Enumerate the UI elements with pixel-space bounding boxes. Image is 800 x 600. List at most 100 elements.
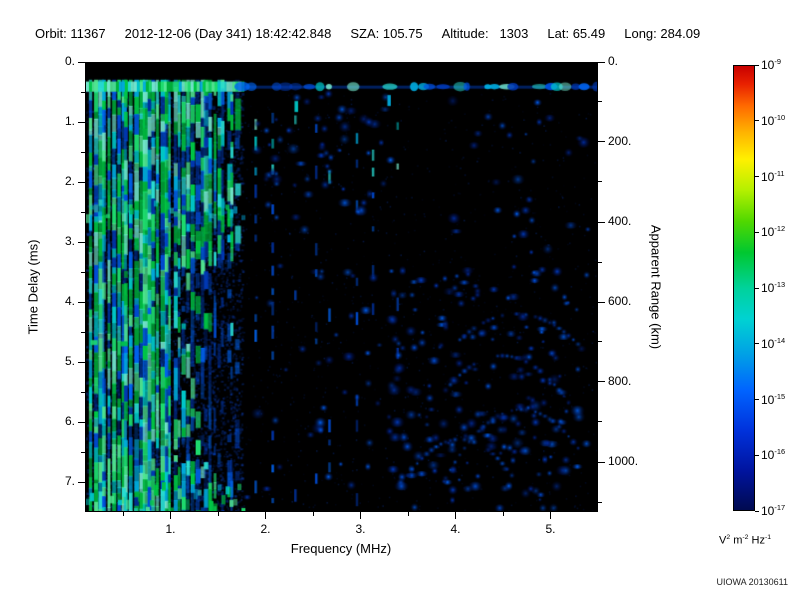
x-axis-tick-label: 3.	[355, 522, 366, 536]
range-axis-tick	[598, 141, 605, 143]
altitude-label: Altitude:	[441, 26, 489, 41]
y-axis-minor-tick	[81, 151, 85, 153]
colorbar-tick-label: 10-14	[761, 335, 786, 351]
range-axis-tick-label: 800.	[608, 373, 632, 388]
y-axis-tick-label: 5.	[64, 354, 75, 368]
range-axis-minor-tick	[598, 261, 602, 263]
x-axis-minor-tick	[407, 512, 409, 516]
lat-value: 65.49	[572, 26, 606, 41]
x-axis-tick-label: 2.	[260, 522, 271, 536]
x-axis-tick-label: 1.	[165, 522, 176, 536]
y-axis-tick-label: 0.	[64, 54, 75, 68]
colorbar-tick	[755, 287, 759, 289]
lat-field: Lat: 65.49	[547, 26, 605, 41]
y-axis-minor-tick	[81, 271, 85, 273]
sza-field: SZA: 105.75	[350, 26, 422, 41]
sza-value: 105.75	[382, 26, 423, 41]
colorbar-tick	[755, 510, 759, 512]
y-axis-tick	[78, 301, 85, 303]
colorbar-tick-label: 10-9	[761, 57, 781, 72]
spectrogram-canvas	[86, 63, 597, 511]
colorbar-tick	[755, 454, 759, 456]
y-axis-tick-label: 2.	[64, 174, 75, 188]
range-axis-tick	[598, 61, 605, 63]
colorbar-tick	[755, 399, 759, 400]
sza-label: SZA:	[350, 26, 380, 41]
y-axis-tick	[78, 421, 85, 423]
header-info: Orbit: 11367 2012-12-06 (Day 341) 18:42:4…	[35, 26, 719, 41]
colorbar-tick-label: 10-15	[761, 391, 786, 407]
range-axis-minor-tick	[598, 501, 602, 503]
orbit-value: 11367	[70, 26, 106, 41]
y-axis-minor-tick	[81, 451, 85, 453]
colorbar-tick-label: 10-16	[761, 447, 786, 463]
y-axis-tick	[78, 61, 85, 63]
colorbar-gradient	[734, 66, 754, 510]
y-axis-tick-label: 1.	[64, 114, 75, 128]
colorbar-tick-label: 10-12	[761, 224, 786, 240]
range-axis-tick-label: 0.	[608, 54, 619, 68]
range-axis-minor-tick	[598, 101, 602, 103]
range-axis-tick	[598, 461, 605, 463]
range-axis-minor-tick	[598, 181, 602, 183]
range-axis-minor-tick	[598, 421, 602, 423]
altitude-field: Altitude: 1303	[442, 26, 529, 41]
y-axis-label-left: Time Delay (ms)	[25, 239, 41, 335]
x-axis-minor-tick	[502, 512, 504, 516]
x-axis-minor-tick	[217, 512, 219, 516]
range-axis-tick	[598, 221, 605, 223]
y-axis-tick	[78, 361, 85, 363]
x-axis-tick	[360, 512, 361, 519]
long-value: 284.09	[660, 26, 701, 41]
range-axis-tick-label: 1000.	[608, 454, 639, 468]
y-axis-tick	[78, 481, 85, 483]
colorbar	[733, 65, 755, 511]
y-axis-label-right: Apparent Range (km)	[648, 224, 664, 350]
y-axis-tick	[78, 181, 85, 183]
long-field: Long: 284.09	[624, 26, 700, 41]
colorbar-tick-label: 10-17	[761, 503, 786, 518]
colorbar-unit-label: V2 m-2 Hz-1	[719, 534, 771, 547]
colorbar-tick	[755, 343, 759, 345]
spectrogram-plot	[85, 62, 598, 512]
range-axis-tick-label: 200.	[608, 133, 632, 148]
range-axis-tick-label: 600.	[608, 294, 632, 308]
range-axis-minor-tick	[598, 341, 602, 343]
datetime-text: 2012-12-06 (Day 341) 18:42:42.848	[124, 26, 332, 41]
colorbar-tick-label: 10-10	[761, 112, 786, 128]
y-axis-minor-tick	[81, 91, 85, 93]
colorbar-tick-label: 10-11	[761, 168, 785, 184]
y-axis-minor-tick	[81, 391, 85, 393]
y-axis-minor-tick	[81, 211, 85, 213]
range-axis-tick	[598, 301, 605, 303]
x-axis-tick-label: 5.	[545, 522, 556, 536]
y-axis-tick-label: 3.	[64, 234, 75, 248]
colorbar-tick-label: 10-13	[761, 280, 786, 295]
y-axis-tick	[78, 121, 85, 123]
y-axis-tick-label: 7.	[64, 474, 75, 488]
credit-text: UIOWA 20130611	[716, 577, 788, 587]
lat-label: Lat:	[547, 26, 570, 41]
x-axis-minor-tick	[312, 512, 314, 516]
x-axis-tick	[265, 512, 266, 519]
x-axis-tick	[455, 512, 456, 519]
colorbar-tick	[755, 120, 759, 122]
orbit-field: Orbit: 11367	[35, 26, 106, 41]
colorbar-tick	[755, 231, 759, 233]
x-axis-tick	[550, 512, 551, 519]
y-axis-tick-label: 6.	[64, 414, 75, 428]
colorbar-tick	[755, 64, 759, 66]
y-axis-tick-label: 4.	[64, 294, 75, 308]
x-axis-tick	[170, 512, 171, 519]
x-axis-tick-label: 4.	[450, 522, 461, 536]
orbit-label: Orbit:	[35, 26, 67, 41]
x-axis-label: Frequency (MHz)	[290, 541, 392, 556]
colorbar-tick	[755, 176, 759, 177]
long-label: Long:	[624, 26, 657, 41]
y-axis-tick	[78, 241, 85, 243]
range-axis-tick-label: 400.	[608, 214, 632, 228]
y-axis-minor-tick	[81, 331, 85, 333]
x-axis-minor-tick	[122, 512, 124, 516]
altitude-value: 1303	[499, 26, 529, 41]
